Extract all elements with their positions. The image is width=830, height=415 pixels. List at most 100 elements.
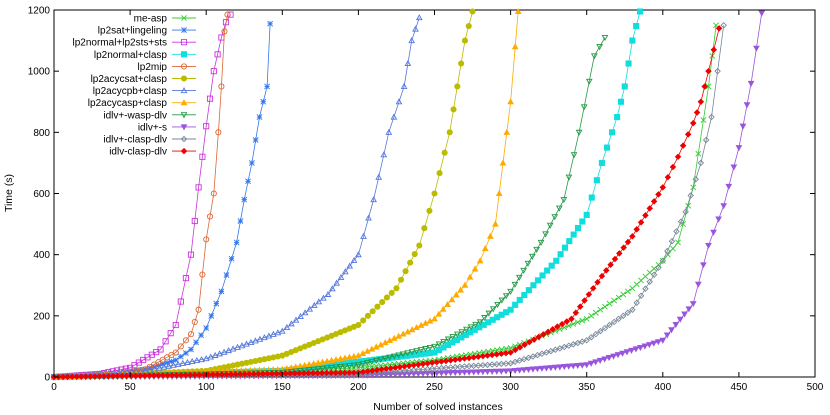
data-point [540, 331, 547, 338]
data-point [533, 246, 541, 253]
legend-label: me-asp [134, 14, 168, 25]
data-point [208, 312, 215, 319]
data-point [159, 361, 166, 368]
legend-label: idlv+-clasp-dlv [103, 135, 167, 146]
data-point [250, 370, 258, 378]
data-point [672, 322, 680, 329]
data-point [421, 225, 428, 232]
data-point [547, 365, 555, 372]
data-point [697, 98, 705, 105]
data-point [162, 338, 169, 345]
data-point [474, 369, 482, 376]
data-point [224, 11, 231, 18]
data-point [368, 345, 376, 352]
data-point [512, 301, 519, 308]
data-point [414, 371, 422, 378]
data-point [388, 289, 395, 296]
data-point [529, 366, 537, 373]
x-tick-label: 250 [426, 382, 443, 393]
data-point [597, 327, 604, 335]
data-point [623, 349, 631, 356]
data-point [598, 159, 605, 166]
data-point [702, 136, 710, 144]
legend-entry: lp2sat+lingeling [98, 26, 196, 37]
data-point [237, 218, 244, 224]
data-point [296, 370, 303, 377]
data-point [168, 371, 176, 379]
data-point [629, 306, 636, 313]
data-point [193, 339, 199, 346]
data-point [155, 372, 162, 379]
data-point [172, 349, 179, 356]
y-tick-label: 1000 [28, 67, 51, 78]
data-point [444, 336, 452, 343]
data-point [191, 217, 198, 225]
data-point [452, 363, 459, 371]
data-point [457, 286, 464, 293]
data-point [710, 229, 717, 236]
data-point [587, 360, 595, 367]
data-point [680, 221, 687, 228]
data-point [603, 144, 611, 151]
data-point [444, 300, 451, 308]
data-point [182, 350, 189, 356]
data-point [267, 20, 274, 27]
data-point [380, 151, 388, 158]
data-point [495, 189, 503, 197]
x-tick-label: 200 [350, 382, 367, 393]
data-point [320, 294, 327, 301]
data-point [341, 354, 349, 361]
legend-entry: idlv+-clasp-dlv [103, 135, 196, 146]
data-point [503, 128, 511, 135]
data-point [324, 290, 332, 297]
data-point [440, 338, 447, 346]
data-point [590, 53, 598, 60]
data-point [574, 362, 582, 370]
data-point [447, 364, 454, 371]
series-idlv-clasp-dlv [50, 25, 723, 381]
data-point [606, 300, 613, 307]
data-point [132, 372, 140, 380]
data-point [333, 279, 341, 286]
data-point [413, 348, 420, 355]
data-point [530, 282, 537, 289]
data-point [87, 373, 94, 380]
data-point [408, 349, 416, 356]
legend-label: idlv-clasp-dlv [109, 147, 167, 158]
data-point [214, 371, 221, 378]
data-point [438, 364, 445, 372]
data-point [615, 294, 622, 301]
legend-label: lp2acycpb+clasp [93, 86, 168, 97]
data-point [177, 353, 184, 360]
data-point [157, 346, 164, 353]
data-point [705, 67, 712, 75]
tick-layer: 0 50 100 150 200 250 300 350 400 450 500 0 200 400 600… [28, 6, 824, 394]
data-point [555, 205, 563, 212]
data-point [705, 83, 712, 90]
data-point [305, 367, 313, 374]
data-point [205, 371, 212, 378]
data-point [664, 173, 672, 181]
data-point [594, 278, 601, 286]
data-point [629, 37, 636, 44]
data-point [359, 361, 367, 368]
data-point [256, 114, 263, 120]
data-point [395, 98, 403, 105]
data-point [237, 370, 244, 378]
data-point [610, 318, 618, 326]
data-point [164, 372, 171, 379]
data-point [499, 159, 507, 166]
data-point [676, 316, 684, 323]
data-point [655, 264, 662, 272]
series-lp2acycasp-clasp [50, 8, 522, 380]
legend: me-asplp2sat+lingelinglp2normal+lp2sts+s… [73, 14, 196, 158]
data-point [109, 372, 117, 380]
data-point [310, 366, 317, 373]
data-point [247, 338, 255, 345]
data-point [150, 372, 158, 379]
data-point [469, 8, 476, 15]
data-point [314, 369, 321, 377]
data-point [715, 25, 723, 32]
data-point [538, 365, 546, 372]
data-point [563, 318, 571, 325]
